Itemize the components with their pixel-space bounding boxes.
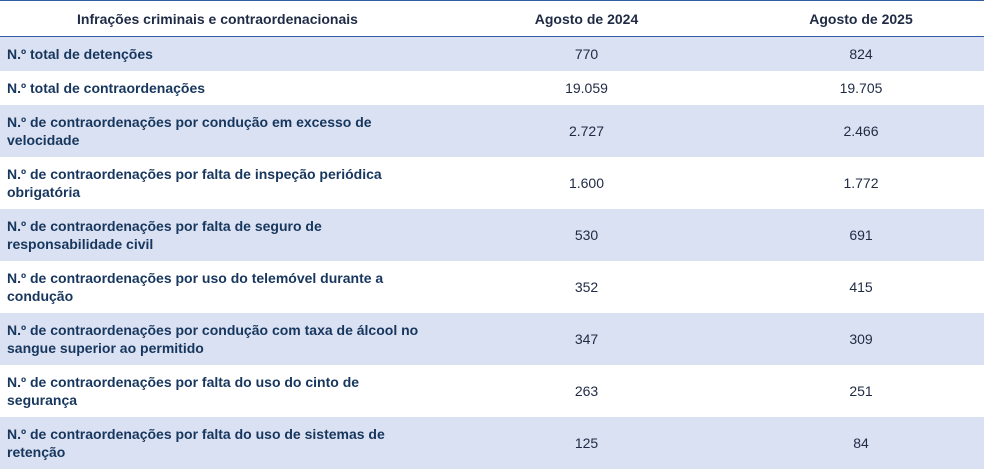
value-2025: 1.772 [738,156,984,209]
row-label: N.º de contraordenações por condução com… [0,312,435,365]
header-infractions: Infrações criminais e contraordenacionai… [0,0,435,37]
row-label: N.º de contraordenações por condução em … [0,104,435,157]
table-row: N.º de contraordenações por falta de ins… [0,156,984,209]
value-2024: 19.059 [435,70,738,105]
value-2025: 309 [738,312,984,365]
row-label: N.º de contraordenações por falta de seg… [0,208,435,261]
table-row: N.º de contraordenações por condução com… [0,312,984,365]
value-2025: 2.466 [738,104,984,157]
table-row: N.º de contraordenações por falta do uso… [0,364,984,417]
header-row: Infrações criminais e contraordenacionai… [0,0,984,37]
table-row: N.º de contraordenações por falta do uso… [0,416,984,469]
value-2024: 2.727 [435,104,738,157]
table-row: N.º de contraordenações por condução em … [0,104,984,157]
table-row: N.º total de contraordenações 19.059 19.… [0,70,984,105]
row-label: N.º de contraordenações por falta de ins… [0,156,435,209]
table-header: Infrações criminais e contraordenacionai… [0,0,984,37]
value-2025: 19.705 [738,70,984,105]
row-label: N.º total de contraordenações [0,70,435,105]
header-august-2025: Agosto de 2025 [738,0,984,37]
table-row: N.º total de detenções 770 824 [0,36,984,71]
value-2024: 125 [435,416,738,469]
row-label: N.º de contraordenações por uso do telem… [0,260,435,313]
value-2024: 352 [435,260,738,313]
table-body: N.º total de detenções 770 824 N.º total… [0,36,984,469]
row-label: N.º total de detenções [0,36,435,71]
value-2025: 824 [738,36,984,71]
table-row: N.º de contraordenações por uso do telem… [0,260,984,313]
value-2024: 347 [435,312,738,365]
value-2024: 530 [435,208,738,261]
table-row: N.º de contraordenações por falta de seg… [0,208,984,261]
value-2025: 691 [738,208,984,261]
row-label: N.º de contraordenações por falta do uso… [0,416,435,469]
header-august-2024: Agosto de 2024 [435,0,738,37]
value-2024: 770 [435,36,738,71]
value-2025: 415 [738,260,984,313]
value-2024: 263 [435,364,738,417]
row-label: N.º de contraordenações por falta do uso… [0,364,435,417]
value-2025: 84 [738,416,984,469]
value-2025: 251 [738,364,984,417]
value-2024: 1.600 [435,156,738,209]
